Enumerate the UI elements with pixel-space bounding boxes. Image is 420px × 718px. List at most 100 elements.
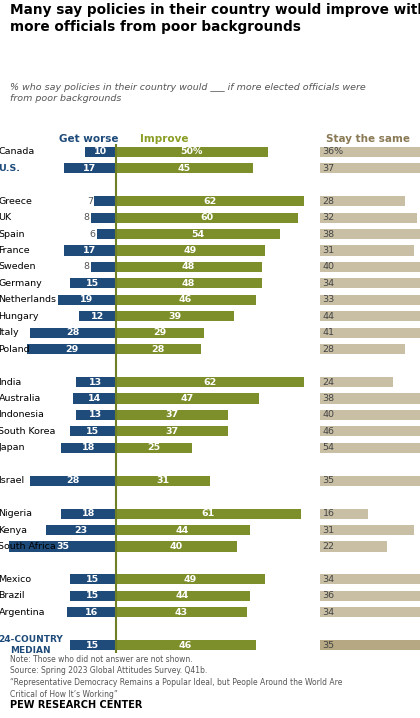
Text: 13: 13 <box>89 411 102 419</box>
Text: 7: 7 <box>87 197 93 205</box>
Bar <box>61 443 116 453</box>
Text: Improve: Improve <box>140 134 189 144</box>
Bar <box>116 607 247 617</box>
Bar <box>46 525 116 535</box>
Bar <box>320 311 420 322</box>
Bar <box>116 262 262 272</box>
Text: 16: 16 <box>323 509 335 518</box>
Text: Get worse: Get worse <box>58 134 118 144</box>
Text: South Africa: South Africa <box>0 542 56 551</box>
Bar <box>116 508 301 518</box>
Bar <box>97 229 116 239</box>
Text: Japan: Japan <box>0 443 25 452</box>
Bar <box>116 574 265 584</box>
Text: 46: 46 <box>179 640 192 650</box>
Text: France: France <box>0 246 30 255</box>
Text: 46: 46 <box>179 295 192 304</box>
Bar <box>73 393 116 404</box>
Text: 33: 33 <box>323 295 335 304</box>
Text: 10: 10 <box>94 147 107 157</box>
Bar <box>116 294 256 305</box>
Text: 41: 41 <box>323 328 335 337</box>
Text: 13: 13 <box>89 378 102 386</box>
Text: 40: 40 <box>323 411 335 419</box>
Bar <box>9 541 116 551</box>
Text: 49: 49 <box>184 575 197 584</box>
Bar <box>116 475 210 486</box>
Text: 38: 38 <box>323 394 335 403</box>
Text: Hungary: Hungary <box>0 312 39 321</box>
Bar <box>320 525 414 535</box>
Text: 19: 19 <box>80 295 93 304</box>
Text: 37: 37 <box>165 411 178 419</box>
Bar <box>320 591 420 601</box>
Bar <box>30 475 116 486</box>
Text: 62: 62 <box>203 378 217 386</box>
Bar <box>320 377 393 387</box>
Text: Mexico: Mexico <box>0 575 32 584</box>
Bar <box>320 213 417 223</box>
Text: Brazil: Brazil <box>0 592 25 600</box>
Bar <box>116 640 256 651</box>
Text: Many say policies in their country would improve with
more officials from poor b: Many say policies in their country would… <box>10 3 420 34</box>
Text: 15: 15 <box>86 640 100 650</box>
Text: 32: 32 <box>323 213 335 222</box>
Text: India: India <box>0 378 22 386</box>
Bar <box>116 311 234 322</box>
Text: 37: 37 <box>165 427 178 436</box>
Bar <box>70 591 116 601</box>
Bar <box>116 525 249 535</box>
Text: Stay the same: Stay the same <box>326 134 410 144</box>
Bar <box>91 262 116 272</box>
Bar <box>320 426 420 437</box>
Text: Poland: Poland <box>0 345 30 354</box>
Text: 17: 17 <box>83 246 97 255</box>
Text: 29: 29 <box>65 345 78 354</box>
Text: Note: Those who did not answer are not shown.
Source: Spring 2023 Global Attitud: Note: Those who did not answer are not s… <box>10 655 343 699</box>
Bar <box>94 196 116 206</box>
Bar <box>116 443 192 453</box>
Text: 44: 44 <box>176 526 189 534</box>
Text: 62: 62 <box>203 197 217 205</box>
Text: Germany: Germany <box>0 279 42 288</box>
Text: 28: 28 <box>66 328 80 337</box>
Text: 34: 34 <box>323 279 335 288</box>
Bar <box>116 344 201 354</box>
Bar <box>320 246 414 256</box>
Text: Israel: Israel <box>0 476 25 485</box>
Text: 54: 54 <box>191 230 205 238</box>
Bar <box>320 410 420 420</box>
Bar <box>58 294 116 305</box>
Text: 37: 37 <box>323 164 335 173</box>
Text: PEW RESEARCH CENTER: PEW RESEARCH CENTER <box>10 700 143 710</box>
Bar <box>320 229 420 239</box>
Bar <box>76 377 116 387</box>
Text: 38: 38 <box>323 230 335 238</box>
Bar <box>320 196 405 206</box>
Bar <box>116 229 280 239</box>
Text: 12: 12 <box>91 312 104 321</box>
Text: 40: 40 <box>323 263 335 271</box>
Text: 6: 6 <box>90 230 96 238</box>
Text: 39: 39 <box>168 312 181 321</box>
Bar <box>320 443 420 453</box>
Bar <box>320 640 420 651</box>
Text: 44: 44 <box>176 592 189 600</box>
Text: 31: 31 <box>156 476 169 485</box>
Text: 17: 17 <box>83 164 97 173</box>
Bar <box>116 591 249 601</box>
Text: 54: 54 <box>323 443 335 452</box>
Text: 24-COUNTRY
MEDIAN: 24-COUNTRY MEDIAN <box>0 635 63 655</box>
Text: 15: 15 <box>86 279 100 288</box>
Bar <box>67 607 116 617</box>
Text: 31: 31 <box>323 526 335 534</box>
Text: 28: 28 <box>66 476 80 485</box>
Text: 15: 15 <box>86 575 100 584</box>
Bar <box>70 640 116 651</box>
Bar <box>320 294 420 305</box>
Text: 8: 8 <box>84 263 90 271</box>
Text: Greece: Greece <box>0 197 32 205</box>
Text: 8: 8 <box>84 213 90 222</box>
Bar <box>320 327 420 337</box>
Bar <box>91 213 116 223</box>
